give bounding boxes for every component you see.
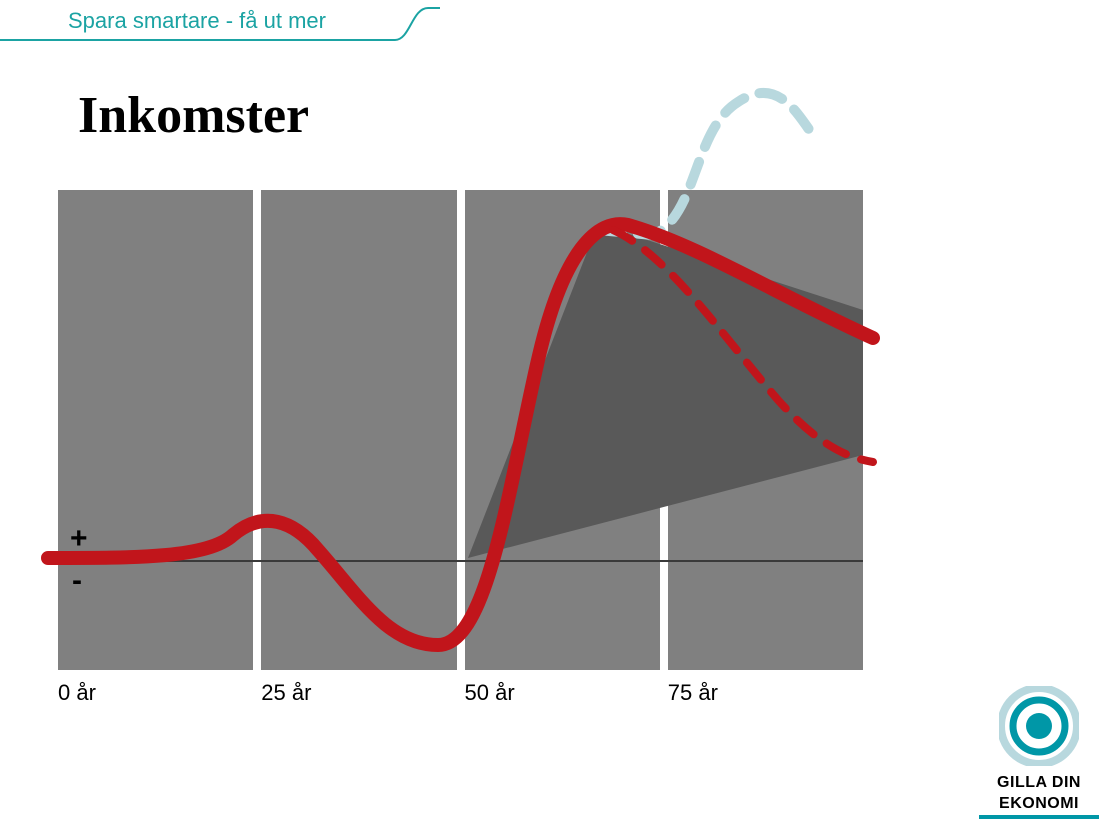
header-subtitle: Spara smartare - få ut mer	[68, 8, 326, 34]
page-title: Inkomster	[78, 86, 309, 145]
logo-icon	[999, 686, 1079, 766]
chart-lines	[58, 190, 863, 670]
x-axis-label: 50 år	[465, 680, 515, 706]
logo-text-1: GILLA DIN	[979, 775, 1099, 792]
income-chart: + - 0 år25 år50 år75 år	[58, 190, 863, 670]
scenario-high-line	[598, 93, 813, 235]
x-axis-label: 0 år	[58, 680, 96, 706]
x-axis-label: 75 år	[668, 680, 718, 706]
brand-logo: GILLA DIN EKONOMI	[979, 686, 1099, 819]
logo-underline	[979, 815, 1099, 819]
x-axis-label: 25 år	[261, 680, 311, 706]
logo-text-2: EKONOMI	[979, 796, 1099, 813]
